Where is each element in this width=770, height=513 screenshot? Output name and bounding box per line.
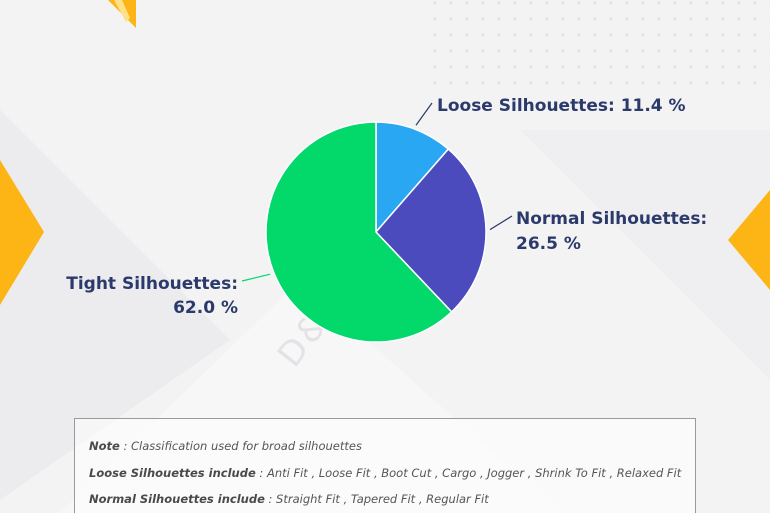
- slice-value-tight: 62.0 %: [173, 298, 238, 318]
- left-accent-shape: [0, 160, 44, 305]
- right-accent-shape: [728, 190, 770, 290]
- slice-label-loose: Loose Silhouettes: 11.4 %: [437, 96, 686, 116]
- slice-label-tight: Tight Silhouettes:: [66, 274, 238, 294]
- note-box: Note : Classification used for broad sil…: [74, 418, 696, 513]
- slice-value-normal: 26.5 %: [516, 234, 581, 254]
- note-line-0: Note : Classification used for broad sil…: [89, 439, 362, 453]
- slice-label-normal: Normal Silhouettes:: [516, 209, 707, 229]
- pie-slice-tight-silhouettes: [265, 121, 453, 343]
- note-line-2: Normal Silhouettes include : Straight Fi…: [89, 492, 489, 506]
- leader-line: [241, 273, 271, 282]
- note-line-1: Loose Silhouettes include : Anti Fit , L…: [89, 465, 682, 480]
- pie-slice-normal-silhouettes: [374, 148, 487, 313]
- pie-slice-loose-silhouettes: [375, 121, 450, 235]
- leader-line: [415, 102, 433, 126]
- leader-line: [489, 215, 513, 231]
